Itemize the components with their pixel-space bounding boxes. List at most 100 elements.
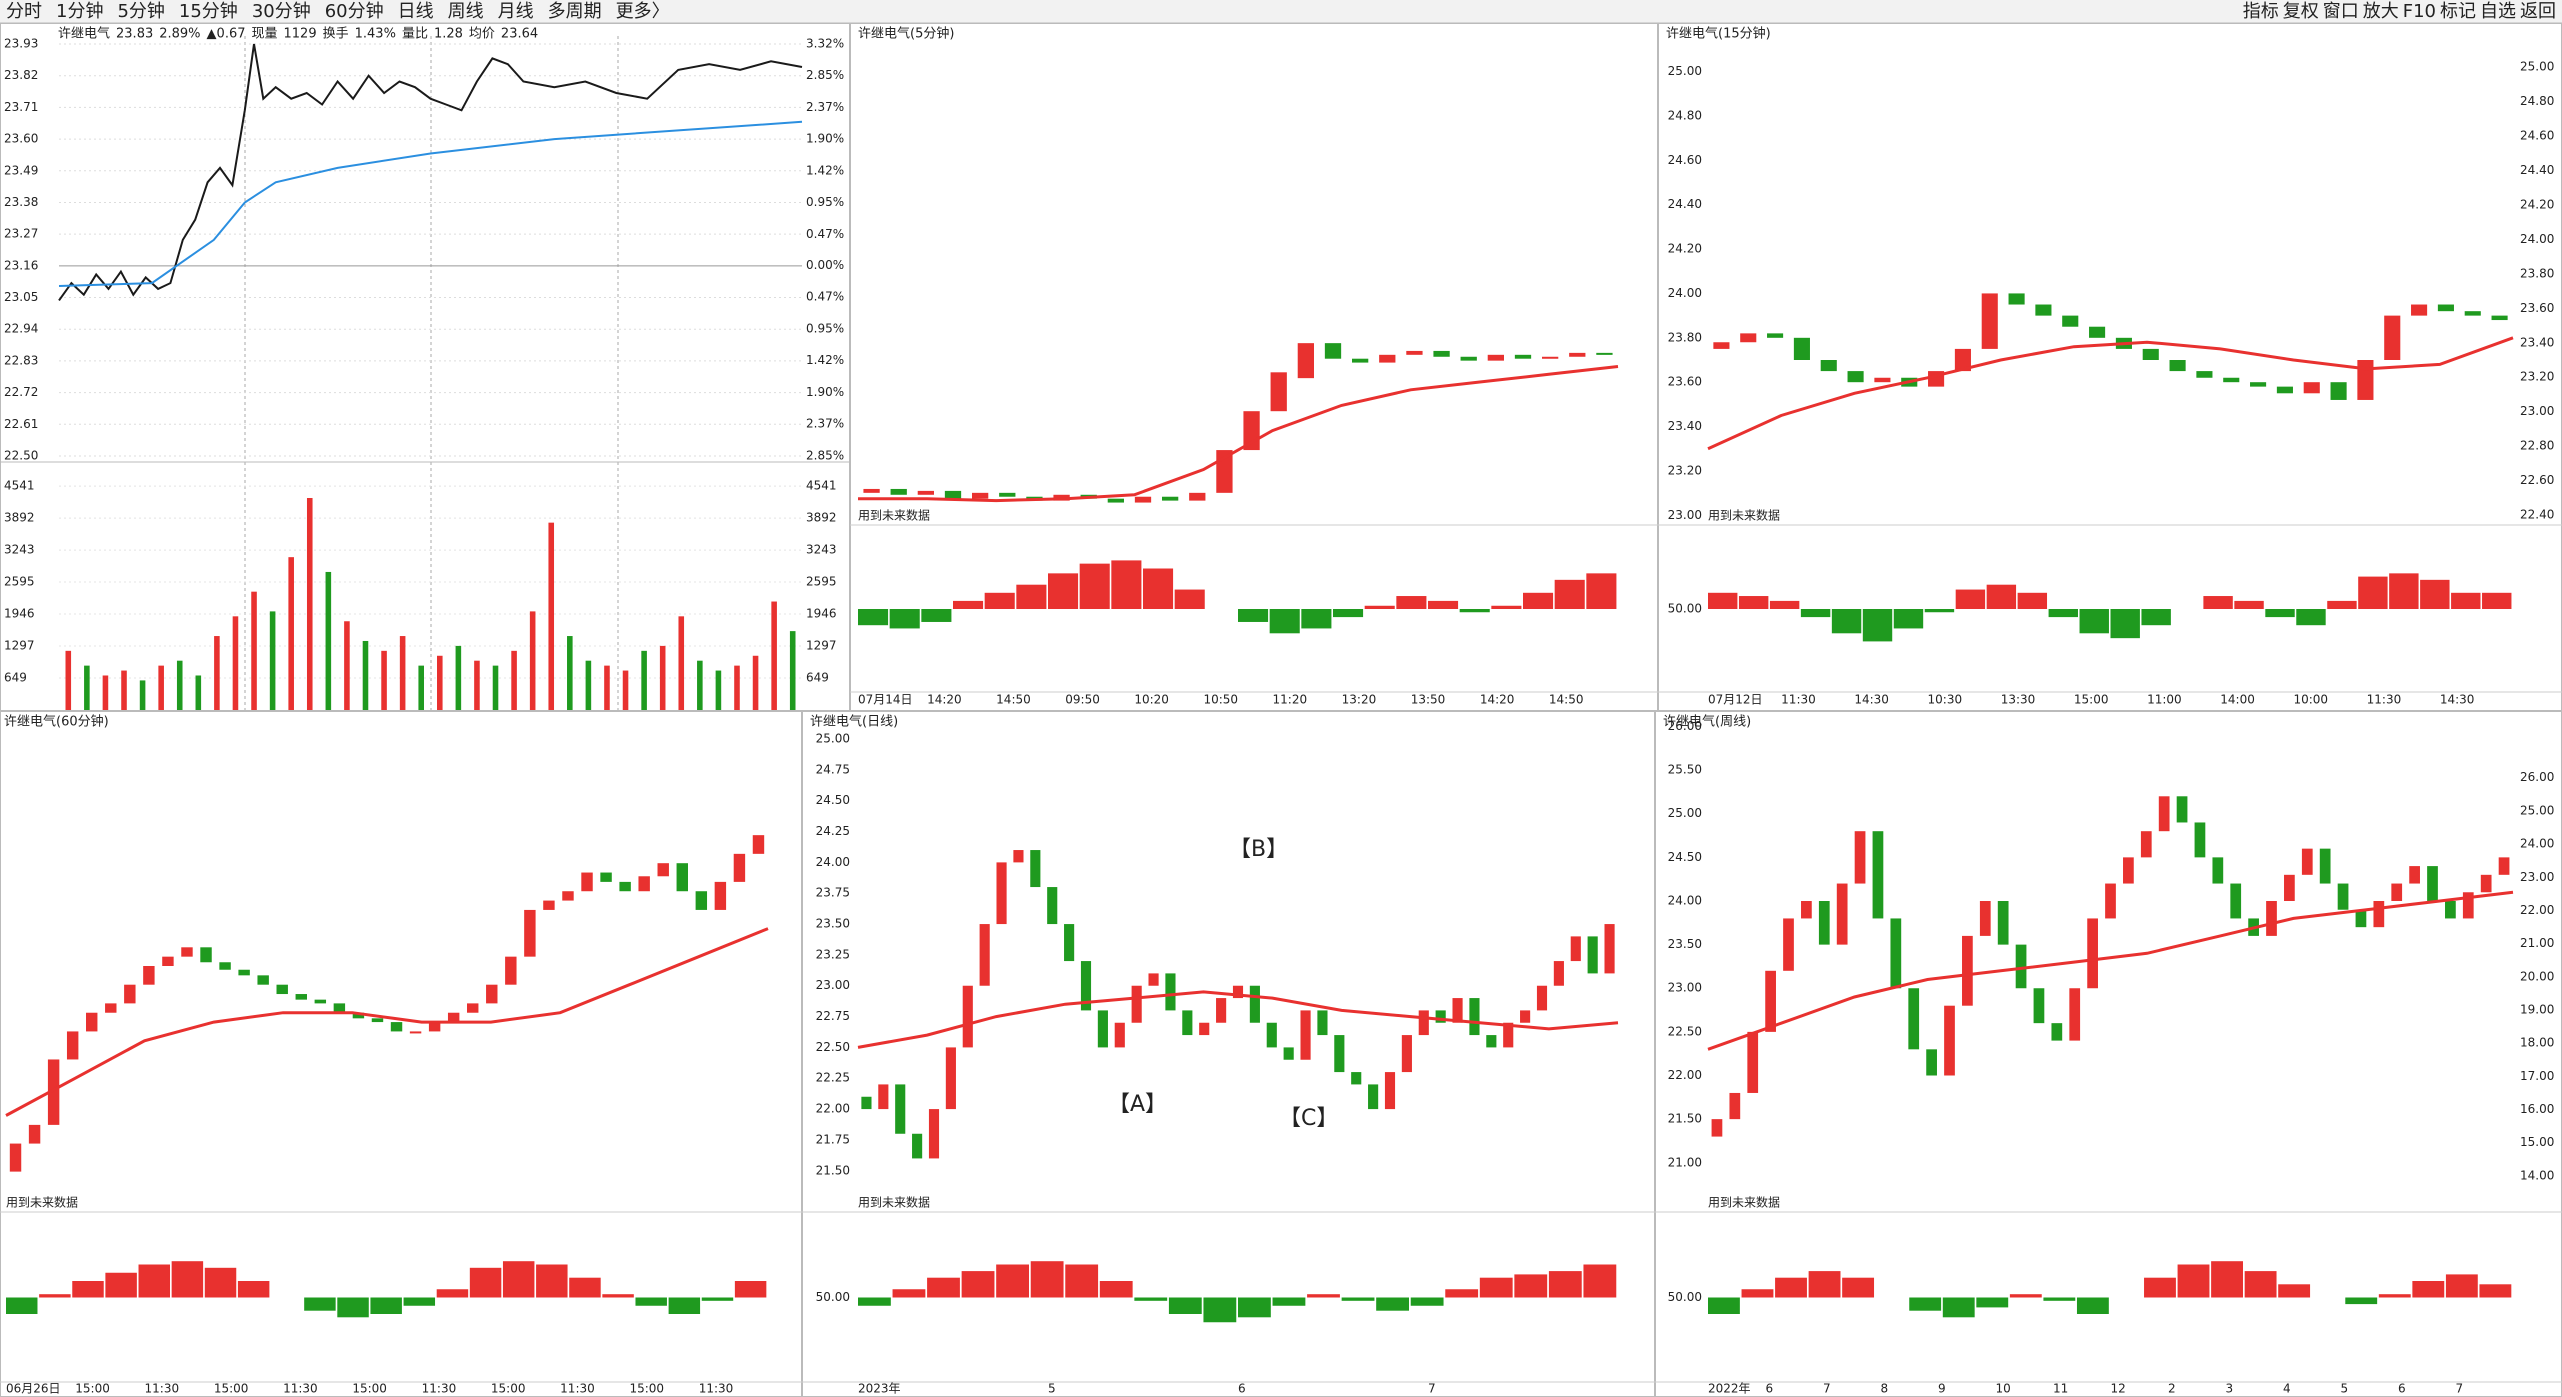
volume-bar bbox=[214, 636, 220, 710]
candle-body bbox=[1162, 496, 1179, 501]
oscillator-bar bbox=[2451, 592, 2481, 609]
tool-button[interactable]: 放大 bbox=[2363, 1, 2399, 22]
oscillator-bar bbox=[1769, 600, 1800, 609]
candle-body bbox=[1604, 924, 1615, 974]
x-tick-label: 15:00 bbox=[75, 1382, 110, 1396]
candle-body bbox=[2491, 315, 2508, 321]
period-tab[interactable]: 更多〉 bbox=[616, 1, 670, 22]
percent-tick-label: 2.37% bbox=[806, 100, 844, 114]
oscillator-bar bbox=[72, 1281, 104, 1298]
tool-button[interactable]: 复权 bbox=[2283, 1, 2319, 22]
y-tick-label: 23.00 bbox=[816, 978, 850, 992]
candle-body bbox=[1997, 900, 2009, 945]
y-tick-label: 23.00 bbox=[1668, 508, 1702, 522]
candle-body bbox=[676, 863, 688, 892]
moving-average bbox=[858, 365, 1619, 503]
candle-body bbox=[1324, 343, 1342, 359]
x-tick-label: 2023年 bbox=[858, 1382, 901, 1396]
oscillator-bar bbox=[2048, 609, 2078, 618]
candle-body bbox=[1435, 1010, 1446, 1023]
oscillator-bar bbox=[668, 1297, 701, 1314]
period-tab[interactable]: 1分钟 bbox=[56, 1, 103, 22]
y-tick-label: 24.00 bbox=[1668, 286, 1702, 300]
price-tick-label: 22.72 bbox=[4, 385, 38, 399]
y-tick-label: 23.25 bbox=[816, 947, 850, 961]
y-tick-label: 25.00 bbox=[1668, 64, 1702, 78]
candle-body bbox=[2266, 900, 2277, 936]
volume-bar bbox=[437, 655, 443, 710]
candle-body bbox=[1820, 360, 1837, 372]
oscillator-bar bbox=[1048, 573, 1079, 609]
oscillator-bar bbox=[1976, 1297, 2009, 1308]
tool-button[interactable]: 标记 bbox=[2440, 1, 2476, 22]
y-tick-label: 23.20 bbox=[1668, 463, 1702, 477]
tool-button[interactable]: 自选 bbox=[2480, 1, 2516, 22]
candle-body bbox=[996, 862, 1007, 925]
oscillator-bar bbox=[927, 1277, 960, 1298]
candle-body bbox=[467, 1003, 479, 1013]
candle-body bbox=[1767, 333, 1784, 338]
candle-body bbox=[1503, 1022, 1514, 1048]
percent-tick-label: 1.90% bbox=[806, 131, 844, 145]
volume-bar bbox=[139, 680, 146, 710]
volume-bar bbox=[84, 665, 90, 710]
candle-body bbox=[2087, 918, 2098, 989]
quote-field: 1.43% bbox=[355, 27, 396, 42]
oscillator-bar bbox=[1942, 1297, 1975, 1318]
tool-button[interactable]: 窗口 bbox=[2323, 1, 2359, 22]
period-tab[interactable]: 5分钟 bbox=[117, 1, 164, 22]
x-tick-label: 15:00 bbox=[491, 1382, 526, 1396]
candle-body bbox=[1854, 831, 1866, 884]
price-tick-label: 22.61 bbox=[4, 417, 38, 431]
oscillator-bar bbox=[1238, 1297, 1271, 1318]
period-tab[interactable]: 月线 bbox=[498, 1, 534, 22]
y-tick-label: 22.50 bbox=[1668, 1024, 1702, 1038]
candle-body bbox=[200, 947, 212, 963]
x-tick-label: 14:30 bbox=[1854, 693, 1889, 707]
oscillator-bar bbox=[2420, 579, 2450, 609]
candle-body bbox=[1401, 1035, 1412, 1073]
period-tab[interactable]: 30分钟 bbox=[252, 1, 311, 22]
candle-body bbox=[2409, 866, 2420, 884]
y-tick-label: 22.00 bbox=[1668, 1068, 1702, 1082]
future-data-note: 用到未来数据 bbox=[6, 1195, 78, 1210]
candle-body bbox=[2008, 293, 2025, 305]
candle-body bbox=[2480, 874, 2492, 893]
candle-body bbox=[1270, 372, 1287, 412]
oscillator-bar bbox=[1016, 584, 1047, 609]
period-tab[interactable]: 分时 bbox=[6, 1, 42, 22]
candle-body bbox=[562, 891, 574, 901]
oscillator-bar bbox=[2076, 1297, 2109, 1314]
volume-bar bbox=[344, 621, 350, 710]
candle-body bbox=[1182, 1010, 1193, 1036]
y-tick-label: 23.75 bbox=[816, 886, 850, 900]
period-tab[interactable]: 多周期 bbox=[548, 1, 602, 22]
period-tab[interactable]: 60分钟 bbox=[325, 1, 384, 22]
tool-button[interactable]: 返回 bbox=[2520, 1, 2556, 22]
candle-body bbox=[2437, 304, 2454, 312]
candle-body bbox=[1107, 498, 1124, 503]
candle-body bbox=[2158, 796, 2170, 832]
volume-tick-label-right: 3892 bbox=[806, 511, 837, 525]
tool-button[interactable]: F10 bbox=[2403, 1, 2436, 22]
oscillator-bar bbox=[1862, 609, 1893, 642]
candle-body bbox=[2069, 988, 2081, 1041]
x-tick-label: 10:20 bbox=[1134, 693, 1169, 707]
period-tab[interactable]: 周线 bbox=[448, 1, 484, 22]
tool-button[interactable]: 指标 bbox=[2243, 1, 2279, 22]
period-tab[interactable]: 日线 bbox=[398, 1, 434, 22]
oscillator-bar bbox=[138, 1264, 170, 1298]
candle-body bbox=[2498, 857, 2510, 875]
period-tab[interactable]: 15分钟 bbox=[179, 1, 238, 22]
percent-tick-label: 0.47% bbox=[806, 290, 844, 304]
y-tick-label: 24.40 bbox=[1668, 197, 1702, 211]
oscillator-bar bbox=[436, 1289, 469, 1298]
oscillator-bar bbox=[1203, 1297, 1237, 1323]
candle-body bbox=[2464, 311, 2481, 316]
price-line bbox=[58, 120, 803, 287]
candle-body bbox=[2462, 892, 2474, 919]
oscillator-bar bbox=[2079, 609, 2109, 634]
y-tick-label: 25.50 bbox=[1668, 763, 1702, 777]
panel-title: 许继电气(15分钟) bbox=[1666, 26, 1771, 42]
volume-bar bbox=[567, 636, 573, 710]
